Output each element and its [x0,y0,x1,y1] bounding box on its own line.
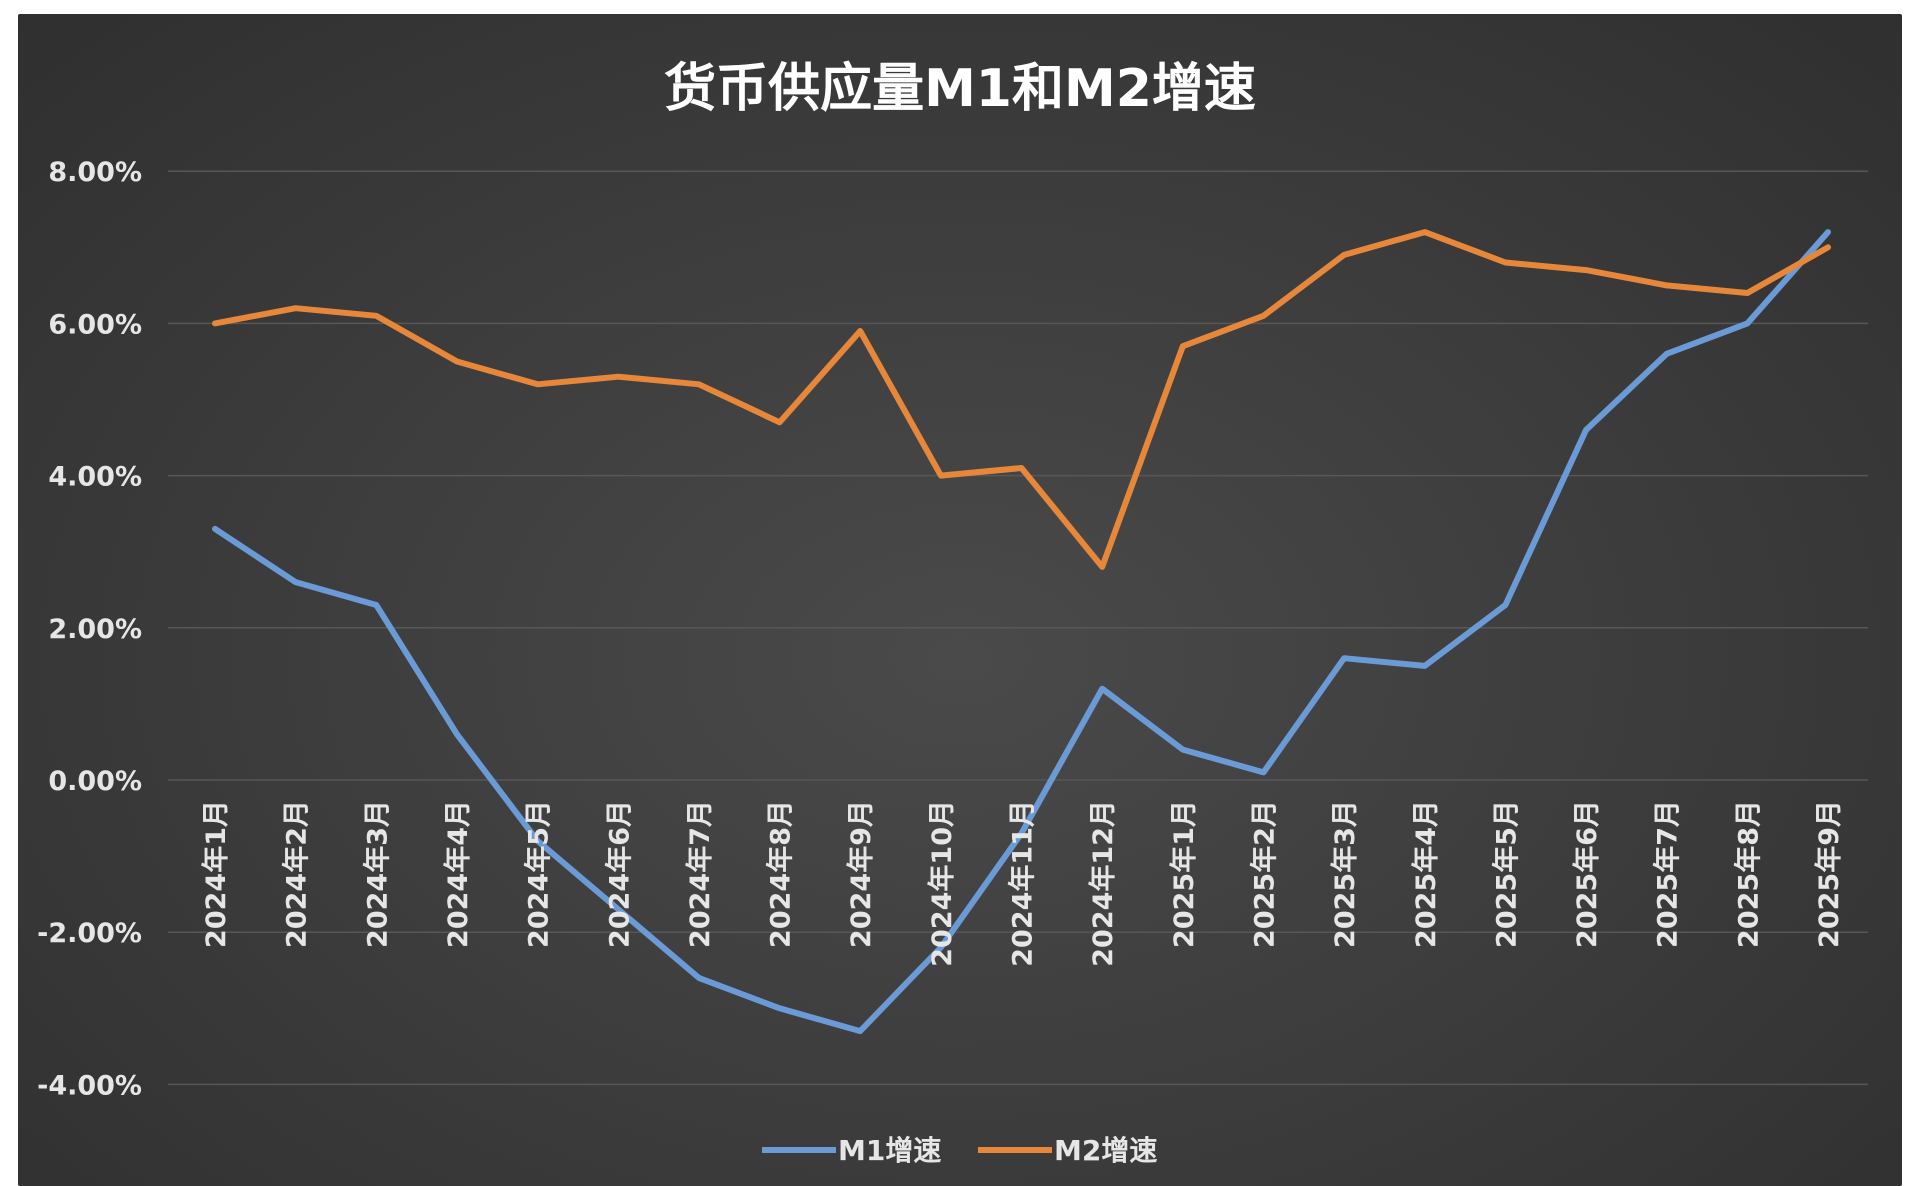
x-tick-label: 2024年3月 [361,800,393,948]
x-tick-label: 2024年12月 [1087,800,1119,967]
x-tick-label: 2024年10月 [926,800,958,967]
x-tick-label: 2025年4月 [1410,800,1442,948]
x-tick-label: 2025年2月 [1248,800,1280,948]
gridlines [168,170,1868,1086]
legend-label-m1: M1增速 [838,1134,941,1167]
x-tick-label: 2025年7月 [1652,800,1684,948]
y-tick-label: -4.00% [37,1070,142,1101]
chart-background [18,14,1902,1186]
x-tick-label: 2024年5月 [523,800,555,948]
x-tick-label: 2025年6月 [1571,800,1603,948]
x-tick-label: 2024年2月 [281,800,313,948]
y-tick-label: 4.00% [48,462,142,493]
x-tick-label: 2024年11月 [1007,800,1039,967]
y-tick-label: 2.00% [48,614,142,645]
x-axis-ticks: 2024年1月 2024年2月 2024年3月 2024年4月 2024年5月 2024年… [200,800,1845,967]
x-tick-label: 2025年1月 [1168,800,1200,948]
y-tick-label: 0.00% [48,766,142,797]
x-tick-label: 2024年8月 [765,800,797,948]
x-tick-label: 2024年1月 [200,800,232,948]
series-line-m1 [212,229,1831,1035]
legend-label-m2: M2增速 [1054,1134,1157,1167]
x-tick-label: 2024年7月 [684,800,716,948]
series-lines [212,229,1831,1035]
y-tick-label: -2.00% [37,918,142,949]
y-tick-label: 8.00% [48,157,142,188]
x-tick-label: 2025年3月 [1329,800,1361,948]
chart-title: 货币供应量M1和M2增速 [664,59,1256,119]
x-tick-label: 2025年5月 [1490,800,1522,948]
series-line-m2 [212,229,1831,570]
x-tick-label: 2024年9月 [845,800,877,948]
x-tick-label: 2025年9月 [1813,800,1845,948]
x-tick-label: 2024年4月 [442,800,474,948]
x-tick-label: 2024年6月 [603,800,635,948]
x-tick-label: 2025年8月 [1732,800,1764,948]
y-tick-label: 6.00% [48,309,142,340]
legend: M1增速 M2增速 [762,1134,1157,1167]
y-axis-ticks: 8.00% 6.00% 4.00% 2.00% 0.00% -2.00% -4.00% [37,157,142,1101]
